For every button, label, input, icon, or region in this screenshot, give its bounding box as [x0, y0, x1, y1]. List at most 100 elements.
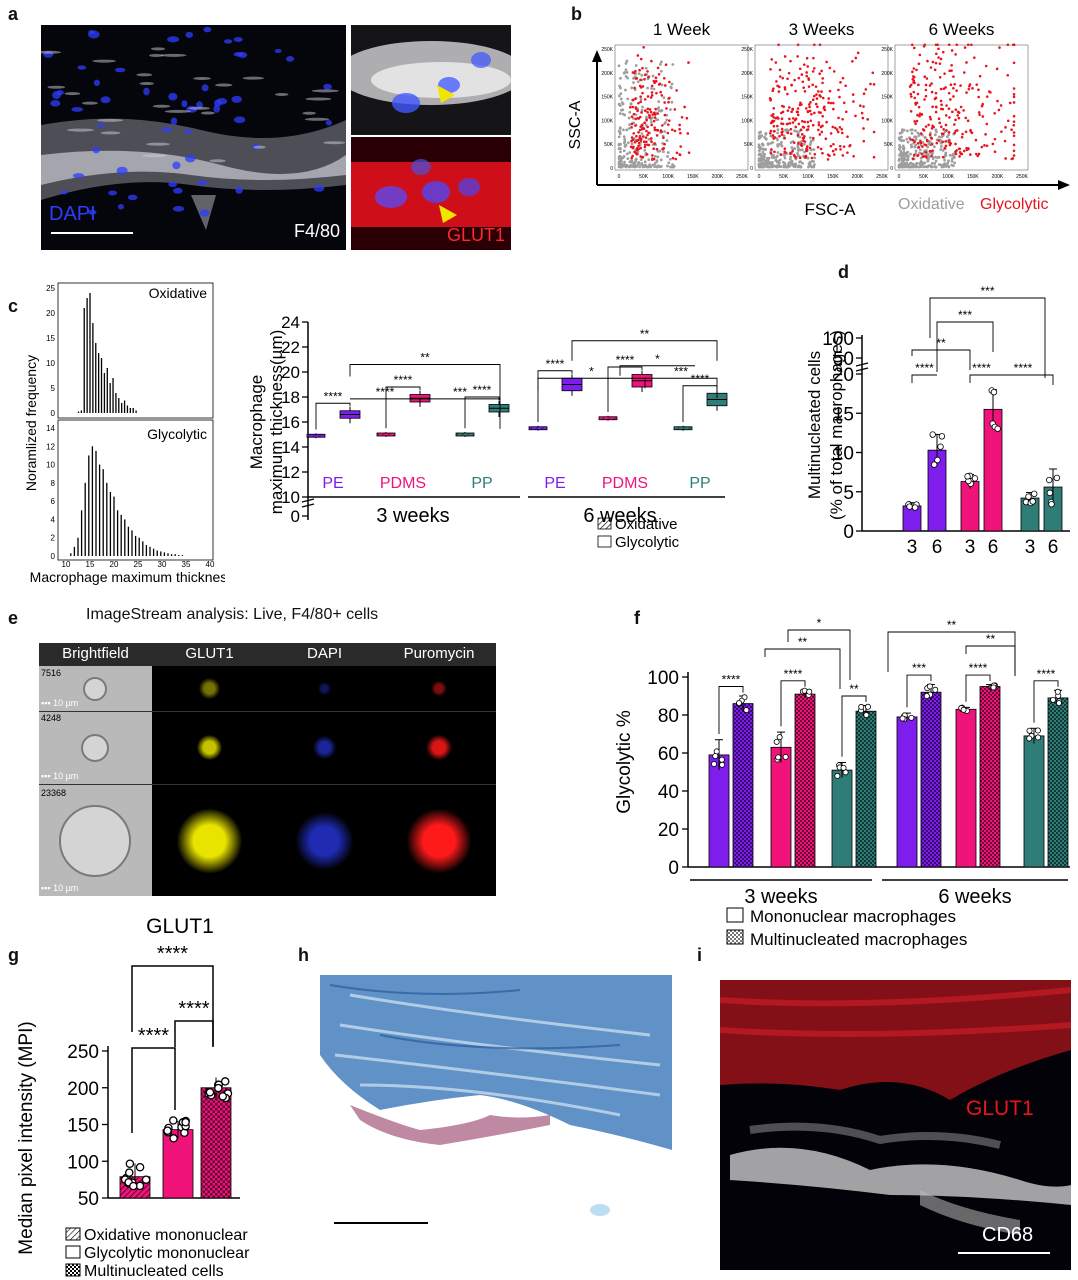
brightfield-cell [59, 805, 131, 877]
fsc-a-label: FSC-A [805, 200, 857, 219]
panel-a-main-micrograph: DAPI F4/80 [41, 25, 346, 250]
flow-plot-title: 1 Week [653, 20, 711, 39]
tick-label: 100K [942, 174, 954, 180]
data-point [141, 1175, 151, 1184]
panel-label-f: f [634, 608, 640, 628]
imagestream-column-header: GLUT1 [185, 645, 234, 662]
data-point [214, 1083, 223, 1093]
sig-label: **** [784, 667, 803, 681]
tick-label: 0 [51, 552, 56, 561]
data-point [125, 1168, 134, 1177]
tick-label: 150 [67, 1116, 99, 1137]
data-point [964, 473, 971, 480]
panel-label-c: c [8, 296, 19, 316]
data-point [773, 738, 780, 745]
dapi-cell [295, 812, 354, 870]
tick-label: 50 [833, 349, 854, 370]
tick-label: 200K [992, 174, 1004, 180]
data-point [1029, 498, 1036, 505]
tick-label: 200K [881, 71, 893, 77]
data-point [1034, 727, 1041, 734]
tick-label: 25 [134, 560, 143, 569]
group-label: PDMS [602, 475, 648, 492]
data-point [994, 425, 1001, 432]
flow-plot-frame [754, 44, 889, 171]
tick-label: 250K [736, 174, 748, 180]
sig-label: * [817, 616, 822, 630]
tick-label: 3 [965, 537, 976, 558]
tick-label: 15 [86, 560, 95, 569]
g-ylabel: Median pixel intensity (MPI) [16, 1021, 37, 1254]
sig-label: *** [912, 661, 926, 675]
group-label: PP [471, 475, 492, 492]
time-label: 3 weeks [744, 886, 817, 908]
imagestream-column-header: Puromycin [403, 645, 475, 662]
tick-label: 3 [907, 537, 918, 558]
data-point [711, 761, 718, 768]
dapi-label: DAPI [49, 203, 96, 225]
tick-label: 250K [881, 47, 893, 53]
imagestream-column-header: Brightfield [62, 645, 129, 662]
tick-label: 35 [182, 560, 191, 569]
tick-label: 6 [1048, 537, 1059, 558]
tick-label: 14 [46, 424, 55, 433]
flow-plot-title: 3 Weeks [789, 20, 855, 39]
data-point [782, 753, 789, 760]
data-point [908, 714, 915, 721]
data-point [712, 753, 719, 760]
tick-label: 24 [281, 313, 300, 332]
glut1-cell [196, 734, 223, 761]
tick-label: 10 [281, 488, 300, 507]
tick-label: 250K [741, 47, 753, 53]
tick-label: 100K [662, 174, 674, 180]
group-label: PP [689, 475, 710, 492]
data-point [135, 1162, 145, 1172]
sig-label: **** [691, 372, 710, 386]
tick-label: 40 [206, 560, 215, 569]
tick-label: 0 [898, 174, 901, 180]
g-legend-1: Glycolytic mononuclear [84, 1245, 250, 1262]
data-point [1035, 734, 1042, 741]
tick-label: 0 [291, 507, 300, 526]
tick-label: 50K [779, 174, 789, 180]
flow-plot-title: 6 Weeks [929, 20, 995, 39]
tick-label: 50 [78, 1189, 99, 1210]
tick-label: 6 [932, 537, 943, 558]
group-label: PDMS [380, 475, 426, 492]
data-point [932, 686, 939, 693]
tick-label: 0 [890, 166, 893, 172]
tick-label: 16 [281, 413, 300, 432]
tick-label: 60 [658, 744, 679, 765]
tick-label: 0 [758, 174, 761, 180]
tick-label: 250 [67, 1042, 99, 1063]
data-point [776, 734, 783, 741]
glut1-cell [177, 808, 242, 874]
tick-label: 250K [1016, 174, 1028, 180]
tick-label: 100K [802, 174, 814, 180]
data-point [929, 431, 936, 438]
tick-label: 0 [618, 174, 621, 180]
tick-label: 200K [712, 174, 724, 180]
tick-label: 0 [843, 522, 854, 543]
data-point [990, 684, 997, 691]
group-label: PE [322, 475, 343, 492]
sig-label: **** [972, 361, 991, 375]
data-point [930, 461, 938, 468]
sig-label: **** [546, 357, 565, 371]
tick-label: 200 [67, 1079, 99, 1100]
g-legend-2: Multinucleated cells [84, 1263, 224, 1280]
data-point [834, 772, 841, 779]
tick-label: 10 [46, 461, 55, 470]
imagestream-column-header: DAPI [306, 645, 342, 662]
bar-mononuclear [955, 708, 977, 868]
hist-bottom-title: Glycolytic [147, 426, 207, 442]
tick-label: 100 [67, 1152, 99, 1173]
box-ylabel-2: maximum thickness(µm) [267, 330, 286, 515]
cd68-label: CD68 [982, 1224, 1034, 1246]
glut1-cell [198, 677, 221, 700]
scale-bar-label: ▪▪▪ 10 µm [41, 771, 79, 781]
sig-label: *** [674, 364, 688, 378]
data-point [911, 504, 919, 511]
tick-label: 20 [658, 820, 679, 841]
tick-label: 150K [967, 174, 979, 180]
